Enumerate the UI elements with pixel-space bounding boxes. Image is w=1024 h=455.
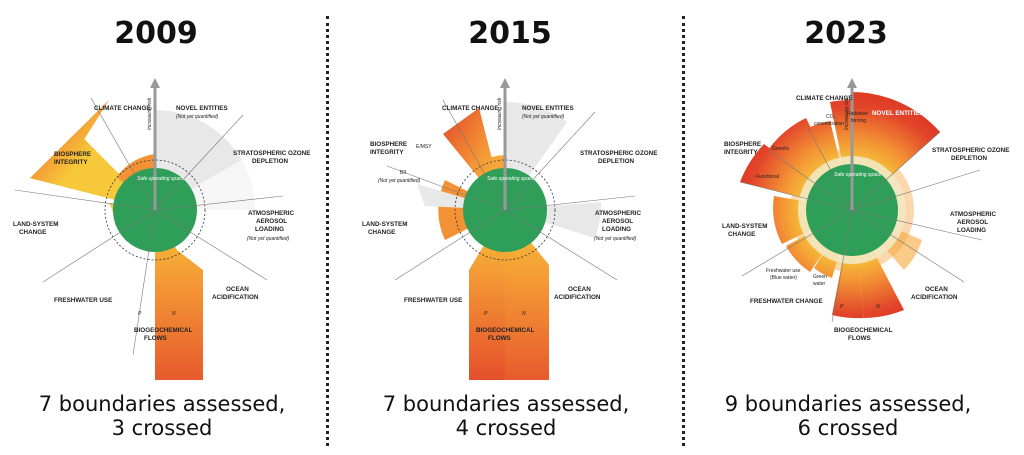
label-bio-1: BIOSPHERE xyxy=(54,151,91,158)
label-novel: NOVEL ENTITIES xyxy=(522,105,574,112)
label-bii-note: (Not yet quantified) xyxy=(378,178,421,184)
label-co2-2: concentration xyxy=(814,121,844,127)
label-biogeo-1: BIOGEOCHEMICAL xyxy=(134,327,193,334)
label-climate: CLIMATE CHANGE xyxy=(796,95,853,102)
nitrogen-wedge xyxy=(155,210,203,380)
label-novel-note: (Not yet quantified) xyxy=(522,114,565,120)
label-ocean-1: OCEAN xyxy=(568,286,591,293)
label-co2-1: CO₂ xyxy=(826,114,836,120)
label-ocean-2: ACIDIFICATION xyxy=(911,294,958,301)
label-aerosol-note: (Not yet quantified) xyxy=(594,236,637,242)
caption-2015: 7 boundaries assessed, 4 crossed xyxy=(356,392,656,440)
label-n: N xyxy=(522,311,526,317)
label-ocean-2: ACIDIFICATION xyxy=(554,294,601,301)
increasing-risk-label: Increasing risk xyxy=(497,97,503,130)
label-genetic: Genetic xyxy=(772,146,790,152)
label-land-1: LAND-SYSTEM xyxy=(13,221,58,228)
label-ocean-1: OCEAN xyxy=(925,286,948,293)
label-novel-note: (Not yet quantified) xyxy=(176,114,219,120)
label-bio-2: INTEGRITY xyxy=(724,149,758,156)
safe-space-label: Safe operating space xyxy=(487,176,534,182)
caption-2009-line2: 3 crossed xyxy=(111,416,213,440)
label-aerosol-1: ATMOSPHERIC xyxy=(595,210,642,217)
label-biogeo-2: FLOWS xyxy=(144,335,167,342)
safe-space-label: Safe operating space xyxy=(137,176,184,182)
caption-2023-line2: 6 crossed xyxy=(797,416,899,440)
label-ocean-1: OCEAN xyxy=(226,286,249,293)
label-land-1: LAND-SYSTEM xyxy=(722,223,767,230)
label-ozone-2: DEPLETION xyxy=(252,158,288,165)
phosphorus-wedge xyxy=(832,210,864,319)
label-biogeo-2: FLOWS xyxy=(488,335,511,342)
label-climate: CLIMATE CHANGE xyxy=(94,105,151,112)
label-aerosol-2: AEROSOL xyxy=(256,218,287,225)
label-fresh: FRESHWATER USE xyxy=(54,297,112,304)
label-green-2: water xyxy=(813,281,826,287)
caption-2009-line1: 7 boundaries assessed, xyxy=(38,392,286,416)
caption-2023-line1: 9 boundaries assessed, xyxy=(724,392,972,416)
label-aerosol-3: LOADING xyxy=(255,226,284,233)
label-aerosol-3: LOADING xyxy=(602,226,631,233)
label-land-2: CHANGE xyxy=(19,229,46,236)
label-land-1: LAND-SYSTEM xyxy=(362,221,407,228)
label-p: P xyxy=(484,311,488,317)
label-ozone-1: STRATOSPHERIC OZONE xyxy=(233,150,310,157)
year-heading-2023: 2023 xyxy=(804,16,888,51)
label-functional: Functional xyxy=(756,174,779,180)
label-ozone-2: DEPLETION xyxy=(951,155,987,162)
label-emsy: E/MSY xyxy=(416,144,432,150)
label-novel: NOVEL ENTITIES xyxy=(872,110,924,117)
label-p: P xyxy=(840,304,844,310)
label-aerosol-3: LOADING xyxy=(957,227,986,234)
label-aerosol-1: ATMOSPHERIC xyxy=(950,211,997,218)
label-aerosol-2: AEROSOL xyxy=(957,219,988,226)
divider-right xyxy=(682,16,685,446)
label-aerosol-note: (Not yet quantified) xyxy=(247,236,290,242)
label-land-2: CHANGE xyxy=(728,231,755,238)
nitrogen-wedge xyxy=(505,210,549,380)
label-climate: CLIMATE CHANGE xyxy=(442,105,499,112)
caption-2023: 9 boundaries assessed, 6 crossed xyxy=(698,392,998,440)
caption-2015-line1: 7 boundaries assessed, xyxy=(382,392,630,416)
safe-space-label: Safe operating space xyxy=(834,172,881,178)
label-green-1: Green xyxy=(813,274,827,280)
label-biogeo-1: BIOGEOCHEMICAL xyxy=(834,327,893,334)
caption-2009: 7 boundaries assessed, 3 crossed xyxy=(12,392,312,440)
label-aerosol-2: AEROSOL xyxy=(602,218,633,225)
label-bio-2: INTEGRITY xyxy=(54,159,88,166)
label-fresh: FRESHWATER CHANGE xyxy=(750,298,823,305)
label-ozone-1: STRATOSPHERIC OZONE xyxy=(932,147,1009,154)
year-heading-2015: 2015 xyxy=(468,16,552,51)
phosphorus-wedge xyxy=(469,210,505,380)
label-rad-1: Radiative xyxy=(847,111,868,117)
label-biogeo-2: FLOWS xyxy=(848,335,871,342)
label-aerosol-1: ATMOSPHERIC xyxy=(248,210,295,217)
label-novel: NOVEL ENTITIES xyxy=(176,105,228,112)
boundaries-diagram-2009: Increasing risk Safe operating space CLI… xyxy=(13,78,310,380)
label-bio-1: BIOSPHERE xyxy=(370,141,407,148)
label-blue-1: Freshwater use xyxy=(766,268,801,274)
increasing-risk-label: Increasing risk xyxy=(844,97,850,130)
label-p: P xyxy=(138,311,142,317)
label-ocean-2: ACIDIFICATION xyxy=(212,294,259,301)
label-ozone-1: STRATOSPHERIC OZONE xyxy=(580,150,657,157)
label-land-2: CHANGE xyxy=(368,229,395,236)
increasing-risk-label: Increasing risk xyxy=(147,97,153,130)
boundaries-diagram-2015: Increasing risk Safe operating space CLI… xyxy=(362,78,657,380)
year-heading-2009: 2009 xyxy=(114,16,198,51)
label-n: N xyxy=(876,304,880,310)
label-bio-1: BIOSPHERE xyxy=(724,141,761,148)
label-fresh: FRESHWATER USE xyxy=(404,297,462,304)
divider-left xyxy=(326,16,329,446)
label-n: N xyxy=(172,311,176,317)
label-biogeo-1: BIOGEOCHEMICAL xyxy=(476,327,535,334)
boundaries-diagram-2023: Increasing risk Safe operating space CLI… xyxy=(722,78,1009,342)
label-ozone-2: DEPLETION xyxy=(598,158,634,165)
label-rad-2: forcing xyxy=(851,118,866,124)
label-blue-2: (Blue water) xyxy=(770,275,797,281)
label-bio-2: INTEGRITY xyxy=(370,149,404,156)
label-bii: BII xyxy=(400,170,406,176)
caption-2015-line2: 4 crossed xyxy=(455,416,557,440)
